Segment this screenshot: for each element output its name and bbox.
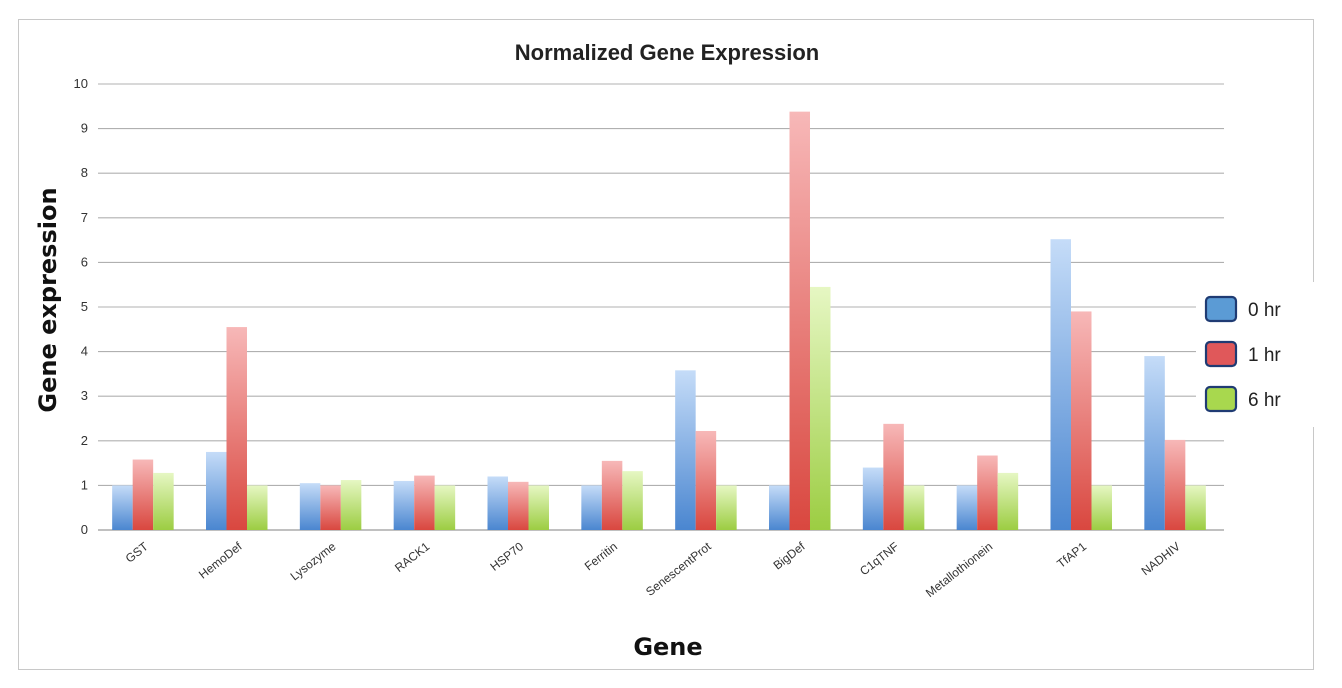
bar-metallothionein-6hr [997,472,1019,530]
x-tick-label: RACK1 [392,539,432,575]
bar-gst-0hr [112,485,133,530]
x-tick-label: SenescentProt [643,539,714,599]
bar-rack1-0hr [393,480,415,530]
bar-metallothionein-1hr [977,455,998,530]
bar-nadhiv-1hr [1164,439,1186,530]
bar-senescentprot-1hr [695,430,717,530]
x-tick-label: NADHIV [1139,539,1183,578]
bar-bigdef-0hr [769,485,790,530]
legend-swatch [1204,385,1238,413]
bar-lysozyme-0hr [299,483,321,530]
bar-hsp70-0hr [487,476,508,530]
legend-swatch [1204,340,1238,368]
bar-ferritin-0hr [581,485,602,530]
bar-hemodef-1hr [226,327,247,530]
bar-ferritin-6hr [622,471,643,530]
bar-rack1-1hr [414,475,435,530]
bar-hsp70-6hr [528,485,549,530]
bar-c1qtnf-0hr [862,467,884,530]
bar-bigdef-6hr [810,286,831,530]
bar-gst-1hr [132,459,154,530]
y-tick-label: 2 [81,433,88,448]
legend-label: 0 hr [1248,300,1281,321]
legend-label: 1 hr [1248,345,1281,366]
y-tick-label: 0 [81,522,88,537]
bar-c1qtnf-1hr [883,423,904,530]
gridlines [98,83,1224,531]
bar-c1qtnf-6hr [903,485,925,530]
x-tick-label: Lysozyme [288,539,339,583]
bar-lysozyme-1hr [320,485,341,530]
y-tick-label: 4 [81,344,88,359]
chart-title: Normalized Gene Expression [515,40,819,65]
legend: 0 hr 1 hr 6 hr [1196,282,1316,427]
bar-hsp70-1hr [508,481,529,530]
bar-bigdef-1hr [789,111,810,530]
bar-gst-6hr [153,472,174,530]
bar-tfap1-1hr [1071,311,1092,530]
bar-nadhiv-6hr [1185,485,1206,530]
bar-senescentprot-0hr [675,370,696,530]
bar-tfap1-6hr [1091,485,1112,530]
y-tick-labels: 0 1 2 3 4 5 6 7 8 9 10 [74,76,88,537]
bar-senescentprot-6hr [716,485,737,530]
bar-lysozyme-6hr [340,480,362,530]
x-tick-label: HemoDef [196,539,245,582]
y-tick-label: 5 [81,299,88,314]
legend-swatch [1204,295,1238,323]
y-tick-label: 10 [74,76,88,91]
y-tick-label: 1 [81,477,88,492]
legend-label: 6 hr [1248,390,1281,411]
bar-tfap1-0hr [1050,239,1071,530]
x-tick-label: GST [123,539,152,566]
x-tick-label: C1qTNF [857,539,901,578]
y-tick-label: 6 [81,254,88,269]
y-tick-label: 7 [81,210,88,225]
x-tick-label: BigDef [771,539,809,573]
x-tick-label: Ferritin [582,539,620,573]
bar-ferritin-1hr [601,460,623,530]
y-tick-label: 3 [81,388,88,403]
x-tick-label: HSP70 [488,539,527,574]
bar-metallothionein-0hr [956,485,978,530]
bar-nadhiv-0hr [1144,356,1165,530]
bar-hemodef-0hr [206,451,227,530]
x-tick-label: Metallothionein [923,539,995,600]
x-tick-label: TfAP1 [1054,539,1089,571]
bar-rack1-6hr [434,485,456,530]
y-axis-label: Gene expression [34,187,62,412]
y-tick-label: 9 [81,121,88,136]
y-tick-label: 8 [81,165,88,180]
bars [112,111,1206,530]
bar-hemodef-6hr [247,485,268,530]
x-tick-labels: GST HemoDef Lysozyme RACK1 HSP70 Ferritin Sene… [123,539,1183,600]
x-axis-label: Gene [633,633,702,661]
